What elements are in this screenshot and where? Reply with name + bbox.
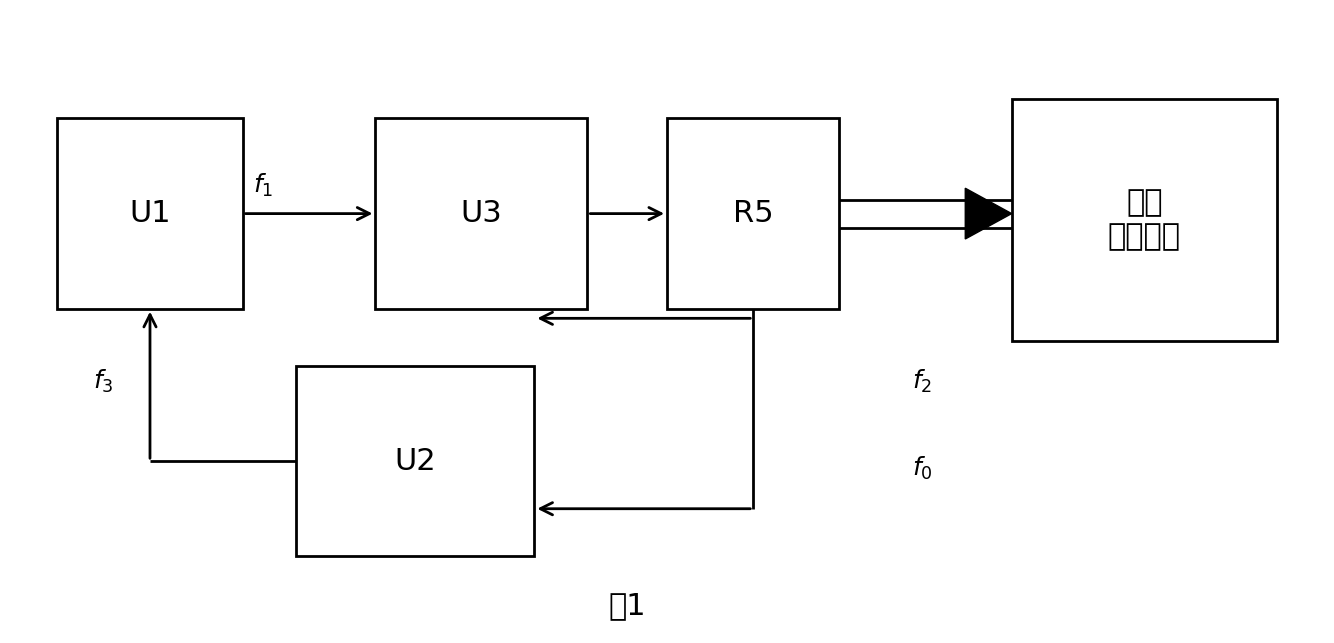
Text: R5: R5 xyxy=(732,199,774,228)
Text: 图1: 图1 xyxy=(608,591,646,620)
Text: 卫星
微处理器: 卫星 微处理器 xyxy=(1107,188,1181,251)
Text: $f_2$: $f_2$ xyxy=(912,368,932,395)
Bar xyxy=(57,118,243,309)
Bar xyxy=(375,118,587,309)
Bar xyxy=(296,366,535,556)
Bar xyxy=(1011,100,1277,341)
Text: $f_1$: $f_1$ xyxy=(252,172,273,199)
Text: U3: U3 xyxy=(460,199,503,228)
Polygon shape xyxy=(966,188,1011,239)
Text: $f_0$: $f_0$ xyxy=(912,455,932,482)
Bar xyxy=(667,118,839,309)
Text: $f_3$: $f_3$ xyxy=(93,368,113,395)
Text: U1: U1 xyxy=(129,199,171,228)
Text: U2: U2 xyxy=(395,447,436,476)
